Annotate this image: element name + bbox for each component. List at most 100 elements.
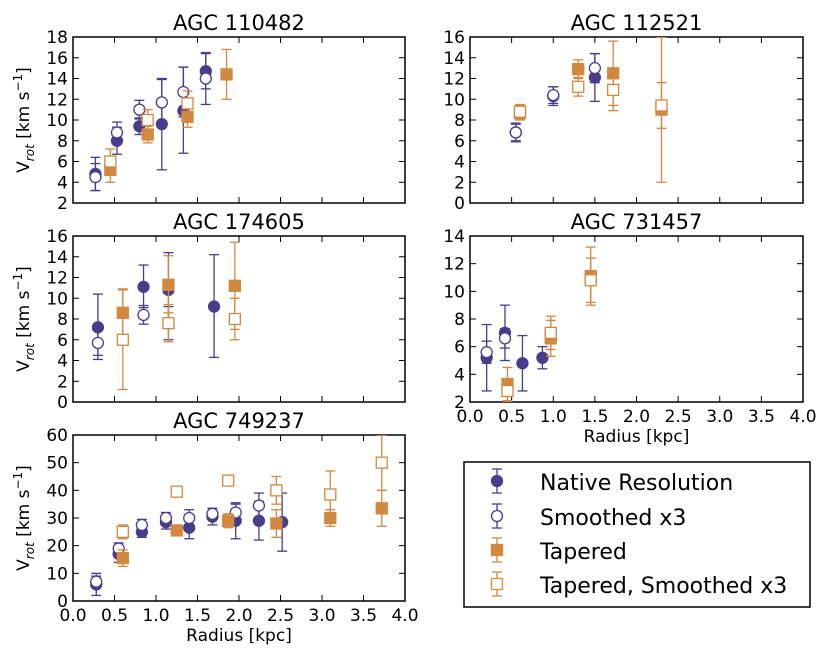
legend-marker bbox=[490, 577, 504, 591]
data-point bbox=[162, 278, 175, 291]
x-tick-label: 1.0 bbox=[142, 606, 169, 626]
x-tick-label: 0.5 bbox=[101, 606, 128, 626]
y-axis-label-close: ] bbox=[14, 67, 34, 74]
chart-title: AGC 749237 bbox=[173, 409, 305, 433]
data-point bbox=[116, 551, 129, 565]
series-tapered bbox=[116, 241, 242, 338]
data-point bbox=[536, 351, 549, 364]
data-point bbox=[222, 514, 235, 527]
y-tick-label: 14 bbox=[46, 248, 68, 268]
y-tick-label: 14 bbox=[443, 227, 465, 247]
data-point bbox=[228, 279, 242, 292]
y-tick-label: 16 bbox=[46, 49, 68, 69]
data-point bbox=[110, 126, 124, 139]
series-tapered-smoothed-x3 bbox=[513, 68, 668, 129]
data-point bbox=[516, 357, 529, 370]
y-axis-label: Vrot [km s−1] bbox=[11, 67, 37, 173]
x-tick-label: 1.5 bbox=[184, 606, 211, 626]
chart-title: AGC 731457 bbox=[571, 210, 703, 234]
legend-entry: Native Resolution bbox=[490, 468, 733, 496]
legend-entry: Smoothed x3 bbox=[490, 503, 686, 531]
data-layer bbox=[480, 246, 597, 402]
y-tick-label: 10 bbox=[443, 90, 465, 110]
data-point bbox=[155, 96, 168, 109]
y-tick-label: 8 bbox=[57, 132, 68, 152]
x-tick-label: 4.0 bbox=[391, 606, 418, 626]
y-tick-label: 20 bbox=[46, 537, 68, 557]
data-point bbox=[655, 99, 668, 112]
y-tick-label: 40 bbox=[46, 481, 68, 501]
x-axis-label: Radius [kpc] bbox=[186, 626, 292, 646]
data-point bbox=[116, 525, 129, 538]
y-tick-label: 8 bbox=[454, 111, 465, 131]
y-axis-label-sub: rot bbox=[23, 541, 37, 559]
data-point bbox=[170, 524, 183, 537]
x-tick-label: 2.5 bbox=[267, 606, 294, 626]
y-tick-label: 16 bbox=[443, 28, 465, 48]
data-point bbox=[141, 113, 154, 127]
chart-title: AGC 112521 bbox=[571, 11, 703, 35]
x-tick-label: 1.5 bbox=[581, 407, 608, 427]
y-axis-label-units: [km s bbox=[14, 489, 34, 542]
data-point bbox=[137, 280, 150, 293]
data-point bbox=[181, 97, 194, 110]
legend-label: Tapered bbox=[539, 540, 627, 565]
y-tick-label: 4 bbox=[57, 173, 68, 193]
data-layer bbox=[509, 37, 668, 183]
series-smoothed-x3 bbox=[509, 52, 602, 142]
data-point bbox=[584, 274, 597, 287]
series-tapered bbox=[513, 37, 668, 183]
series-native-resolution bbox=[91, 251, 221, 361]
y-tick-label: 4 bbox=[57, 352, 68, 372]
y-axis-label-close: ] bbox=[14, 266, 34, 273]
series-tapered bbox=[104, 48, 233, 183]
series-tapered-smoothed-x3 bbox=[116, 289, 242, 391]
y-axis-label-exp: −1 bbox=[11, 472, 25, 490]
data-point bbox=[544, 326, 557, 339]
y-tick-label: 6 bbox=[454, 338, 465, 358]
x-tick-label: 2.0 bbox=[225, 606, 252, 626]
x-tick-label: 0.0 bbox=[456, 407, 483, 427]
y-tick-label: 2 bbox=[454, 173, 465, 193]
series-smoothed-x3 bbox=[89, 51, 212, 192]
legend: Native Resolution Smoothed x3 Tapered Ta… bbox=[463, 461, 811, 608]
x-tick-label: 0.5 bbox=[498, 407, 525, 427]
legend-label: Native Resolution bbox=[540, 471, 733, 496]
y-tick-label: 16 bbox=[46, 227, 68, 247]
y-axis-label: Vrot [km s−1] bbox=[11, 266, 37, 372]
data-point bbox=[252, 499, 266, 512]
y-tick-label: 0 bbox=[57, 592, 68, 612]
y-tick-label: 10 bbox=[46, 289, 68, 309]
y-tick-label: 14 bbox=[46, 70, 68, 90]
data-point bbox=[607, 83, 620, 97]
y-tick-label: 8 bbox=[57, 310, 68, 330]
y-tick-label: 0 bbox=[454, 194, 465, 214]
y-axis-label-main: V bbox=[14, 559, 34, 571]
y-tick-label: 12 bbox=[46, 90, 68, 110]
data-point bbox=[270, 484, 283, 497]
data-point bbox=[135, 518, 149, 532]
y-axis-label-close: ] bbox=[14, 465, 34, 472]
data-point bbox=[547, 88, 560, 102]
y-tick-label: 4 bbox=[454, 153, 465, 173]
legend-entry: Tapered, Smoothed x3 bbox=[490, 571, 787, 599]
data-point bbox=[183, 511, 196, 525]
legend-label: Tapered, Smoothed x3 bbox=[539, 574, 787, 599]
data-point bbox=[375, 456, 388, 469]
x-tick-label: 3.5 bbox=[350, 606, 377, 626]
x-tick-label: 0.0 bbox=[59, 606, 86, 626]
y-tick-label: 0 bbox=[57, 393, 68, 413]
legend-label: Smoothed x3 bbox=[540, 506, 686, 531]
legend-frame bbox=[463, 461, 811, 608]
series-tapered-smoothed-x3 bbox=[116, 435, 388, 540]
y-tick-label: 6 bbox=[57, 331, 68, 351]
data-point bbox=[220, 68, 233, 81]
axes-frame bbox=[72, 36, 406, 204]
data-point bbox=[222, 474, 235, 487]
data-point bbox=[199, 72, 212, 85]
y-axis-label-sub: rot bbox=[23, 143, 37, 161]
